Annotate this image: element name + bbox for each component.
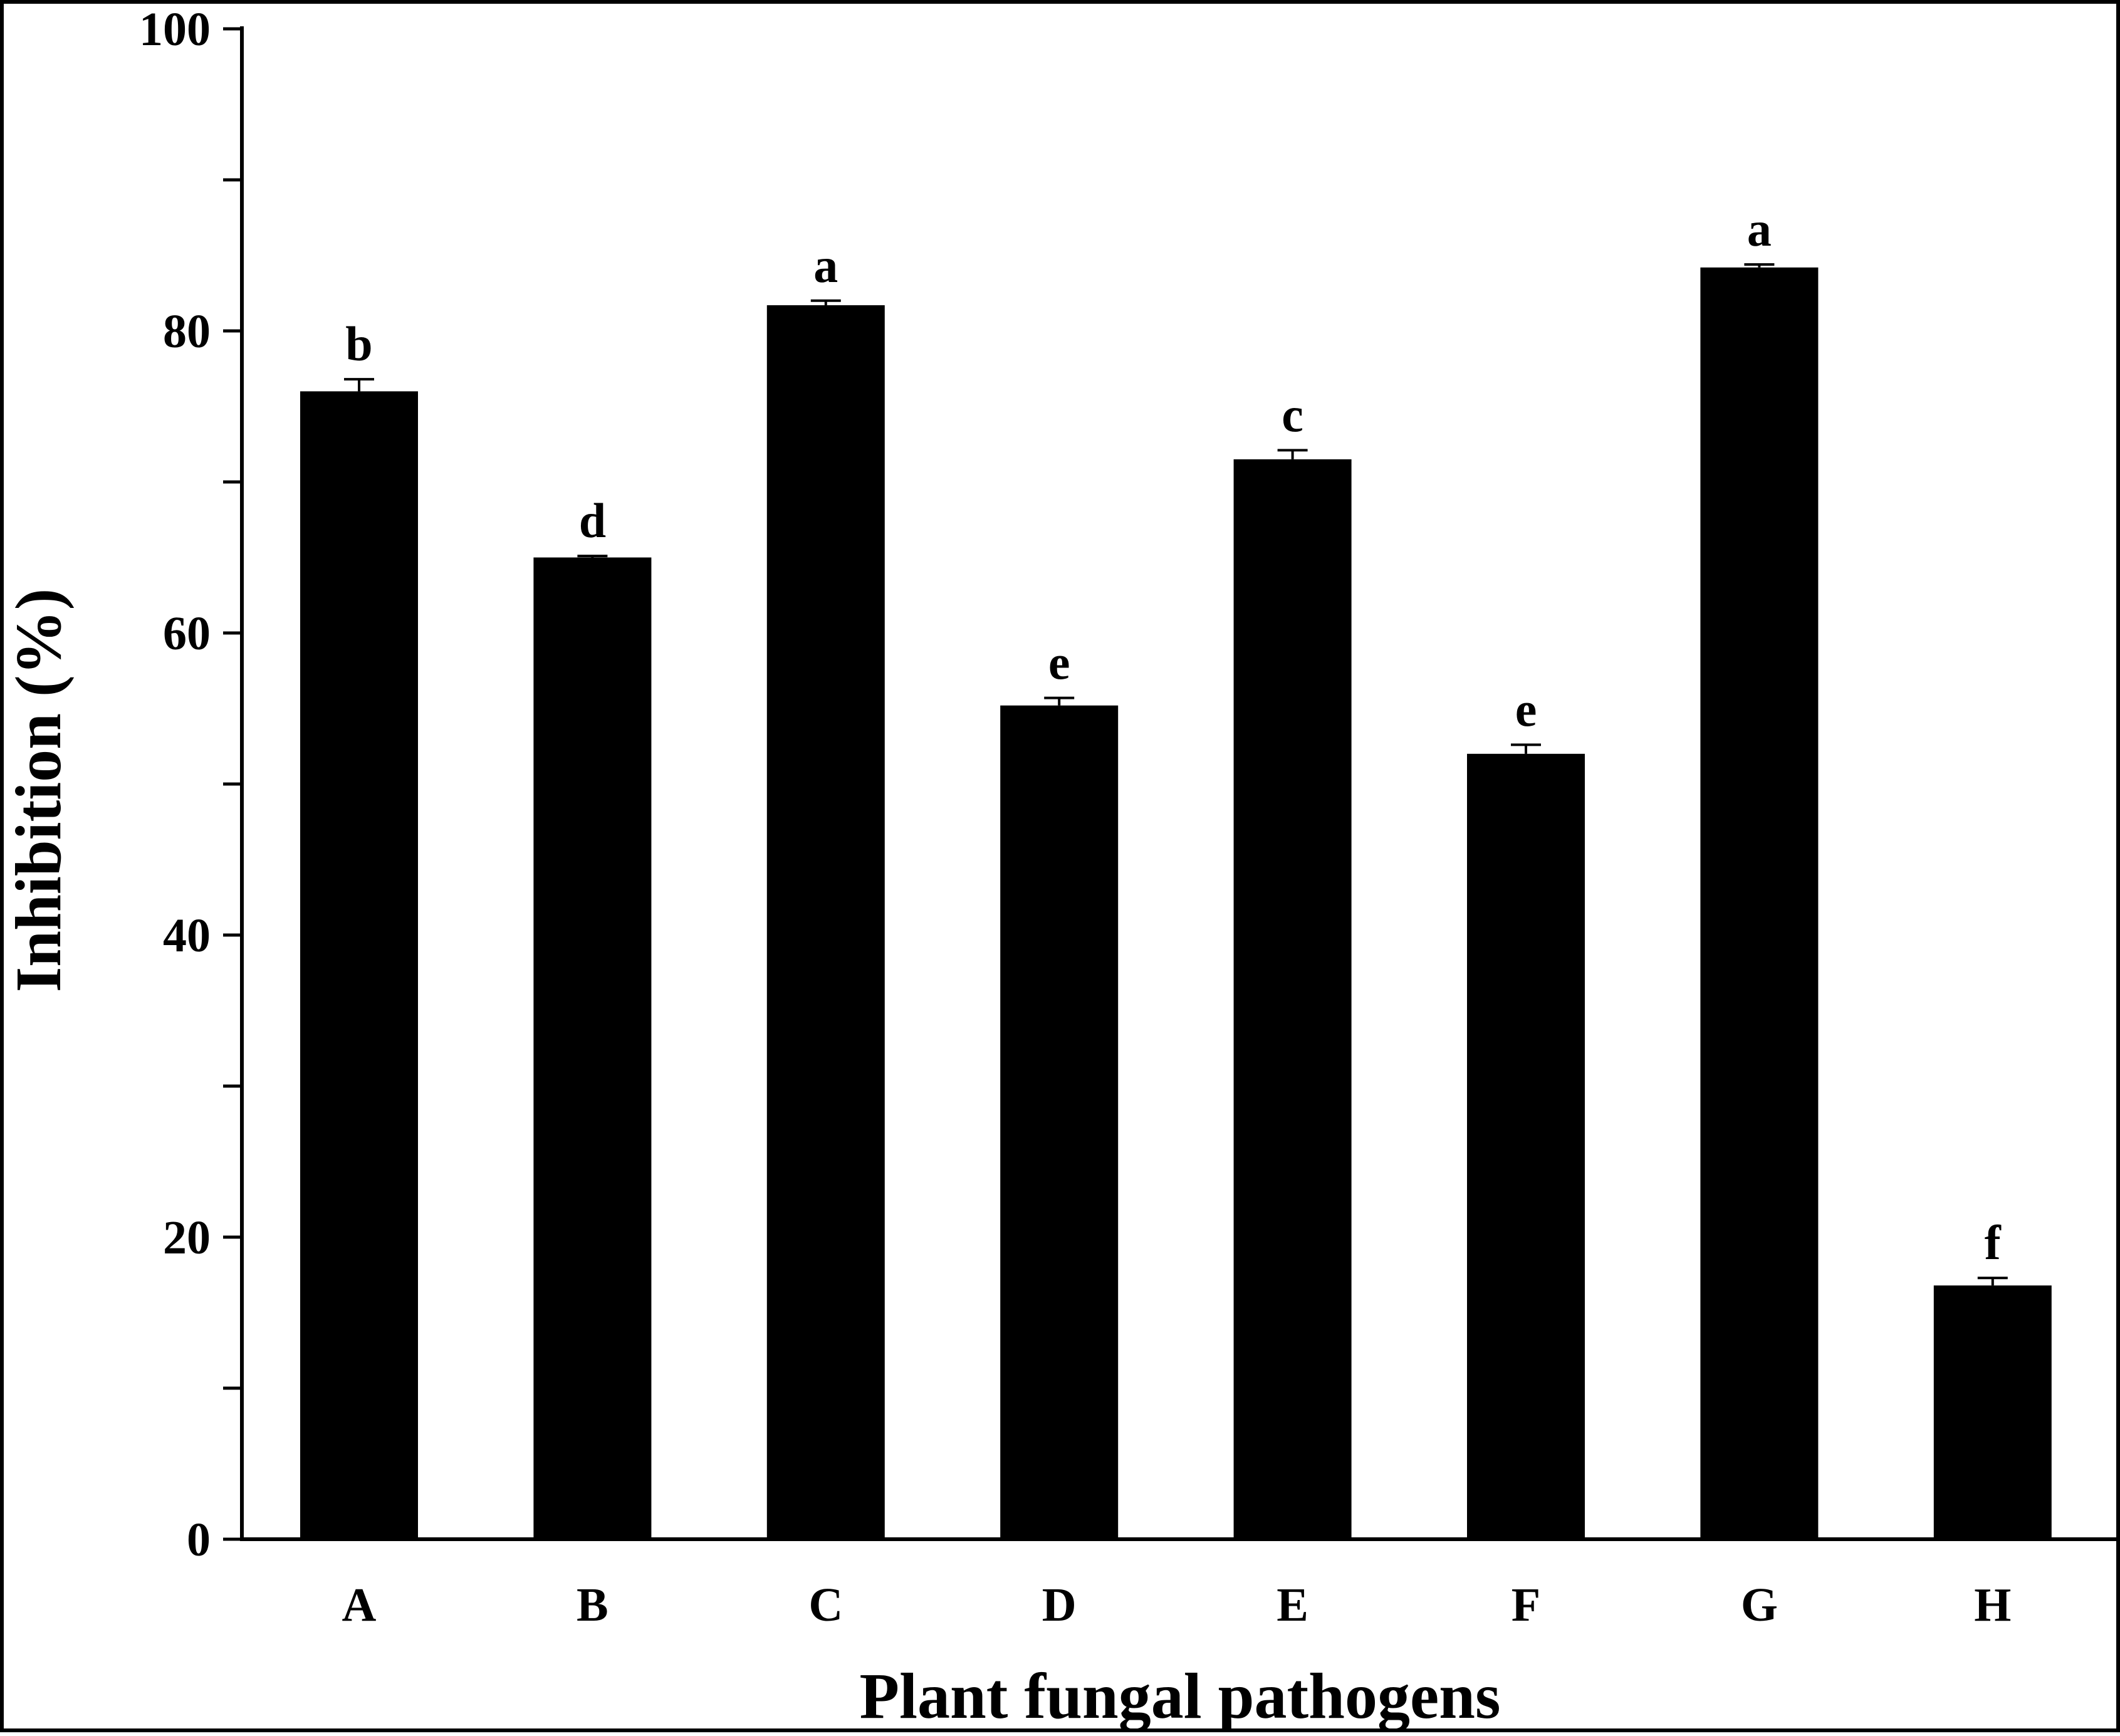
y-axis-ticks: 0 20 40 60 80 100 [139, 4, 242, 1566]
x-tick-label: B [577, 1579, 608, 1631]
x-axis-title: Plant fungal pathogens [860, 1660, 1501, 1732]
x-tick-label: H [1974, 1579, 2011, 1631]
significance-label: d [579, 493, 606, 548]
significance-label: f [1985, 1215, 2002, 1270]
y-axis-title: Inhibition (%) [4, 588, 75, 992]
bar-A [300, 391, 418, 1539]
bar-C [766, 305, 885, 1539]
x-tick-label: F [1512, 1579, 1540, 1631]
bar-F [1467, 753, 1585, 1539]
y-tick-label: 20 [163, 1211, 211, 1264]
bar-labels: b Ad Ba Ce Dc Ee Fa Gf H [342, 202, 2012, 1631]
bar-E [1233, 459, 1352, 1539]
y-tick-label: 100 [139, 4, 211, 56]
x-tick-label: E [1277, 1579, 1308, 1631]
significance-label: e [1515, 682, 1537, 736]
bars [300, 267, 2052, 1539]
bar-B [533, 557, 652, 1539]
y-tick-label: 60 [163, 607, 211, 660]
axes [240, 26, 2119, 1541]
bar-G [1700, 267, 1819, 1539]
significance-label: e [1048, 635, 1070, 690]
significance-label: c [1282, 387, 1303, 442]
y-tick-label: 80 [163, 305, 211, 358]
significance-label: a [1747, 202, 1772, 256]
significance-label: b [345, 316, 372, 371]
bar-chart: 0 20 40 60 80 100 b Ad Ba Ce Dc Ee Fa Gf H Plant fung… [4, 4, 2119, 1732]
significance-label: a [813, 238, 838, 293]
x-tick-label: A [342, 1579, 377, 1631]
x-tick-label: D [1042, 1579, 1077, 1631]
x-tick-label: C [808, 1579, 843, 1631]
x-tick-label: G [1741, 1579, 1778, 1631]
error-bars [344, 263, 2008, 1286]
bar-H [1933, 1285, 2052, 1539]
y-tick-label: 0 [187, 1514, 211, 1566]
y-tick-label: 40 [163, 909, 211, 962]
bar-D [1000, 705, 1119, 1539]
